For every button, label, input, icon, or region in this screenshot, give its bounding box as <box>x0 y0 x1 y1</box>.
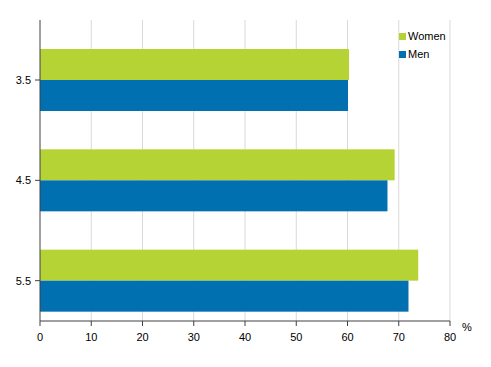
bar <box>40 49 349 80</box>
y-tick-label: 3.5 <box>16 74 31 86</box>
bar <box>40 180 387 211</box>
x-tick-label: 20 <box>136 331 148 343</box>
legend-label: Women <box>408 30 446 42</box>
chart-svg: 0 10 20 30 40 50 60 70 80% 3.5 4.5 5.5 Women Men <box>0 0 491 367</box>
legend-swatch <box>399 33 406 40</box>
x-axis-label: % <box>462 321 472 333</box>
y-tick-label: 4.5 <box>16 174 31 186</box>
y-tick <box>35 280 40 281</box>
x-tick <box>296 321 297 326</box>
y-tick-label: 5.5 <box>16 275 31 287</box>
x-tick <box>347 321 348 326</box>
bar <box>40 80 348 111</box>
x-tick-label: 80 <box>444 331 456 343</box>
x-tick-label: 70 <box>393 331 405 343</box>
bar <box>40 281 408 312</box>
x-tick <box>245 321 246 326</box>
x-tick-label: 40 <box>239 331 251 343</box>
bar <box>40 149 395 180</box>
x-tick <box>450 321 451 326</box>
x-tick <box>142 321 143 326</box>
x-tick <box>398 321 399 326</box>
x-tick-label: 60 <box>341 331 353 343</box>
x-tick-label: 0 <box>37 331 43 343</box>
legend-label: Men <box>408 48 429 60</box>
y-tick <box>35 80 40 81</box>
x-tick <box>91 321 92 326</box>
bar <box>40 250 418 281</box>
x-tick-label: 50 <box>290 331 302 343</box>
y-axis-line <box>40 20 41 321</box>
grid-line <box>450 20 451 321</box>
y-tick <box>35 180 40 181</box>
x-tick-label: 30 <box>188 331 200 343</box>
x-tick <box>40 321 41 326</box>
legend-swatch <box>399 51 406 58</box>
bars <box>40 49 418 312</box>
chart-container: 0 10 20 30 40 50 60 70 80% 3.5 4.5 5.5 Women Men <box>0 0 491 367</box>
x-tick <box>193 321 194 326</box>
x-tick-label: 10 <box>85 331 97 343</box>
